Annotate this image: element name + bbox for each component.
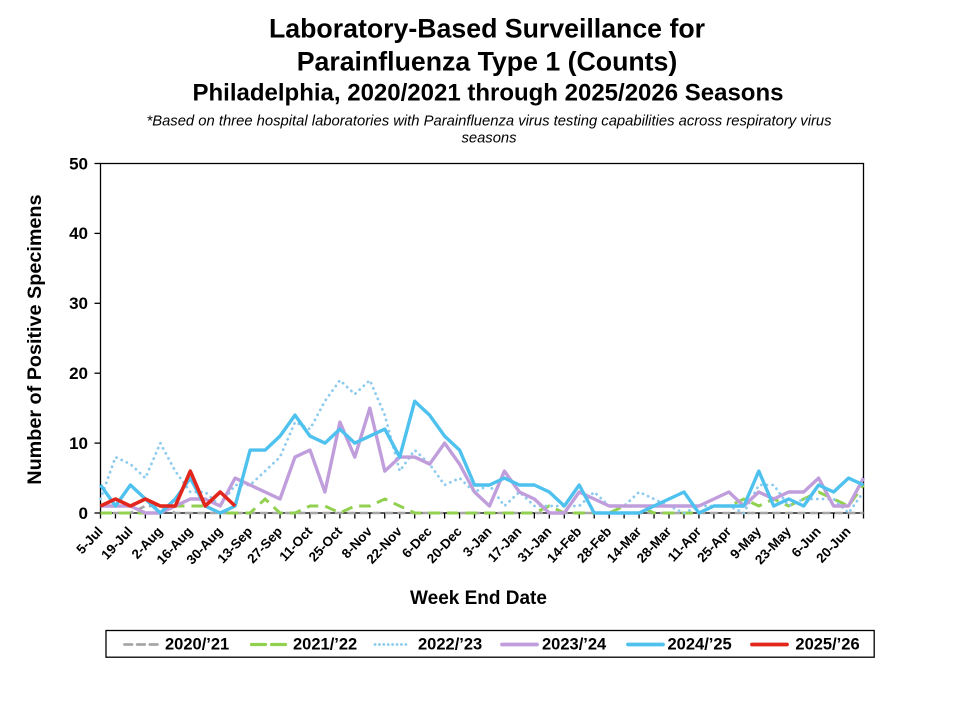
svg-text:Week End Date: Week End Date — [410, 588, 547, 609]
svg-text:Laboratory-Based Surveillance: Laboratory-Based Surveillance for — [269, 14, 705, 44]
svg-text:seasons: seasons — [461, 131, 517, 147]
svg-text:10: 10 — [69, 434, 88, 453]
svg-text:0: 0 — [79, 504, 88, 523]
svg-text:2023/’24: 2023/’24 — [542, 636, 607, 654]
svg-text:30: 30 — [69, 294, 88, 313]
svg-text:2022/’23: 2022/’23 — [418, 636, 482, 654]
svg-text:50: 50 — [69, 154, 88, 173]
svg-text:40: 40 — [69, 224, 88, 243]
svg-text:Parainfluenza Type 1 (Counts): Parainfluenza Type 1 (Counts) — [297, 47, 678, 77]
svg-text:2024/’25: 2024/’25 — [668, 636, 732, 654]
svg-text:20: 20 — [69, 364, 88, 383]
svg-text:2020/’21: 2020/’21 — [165, 636, 229, 654]
svg-text:*Based on three hospital labor: *Based on three hospital laboratories wi… — [146, 114, 832, 130]
svg-text:Philadelphia, 2020/2021 throug: Philadelphia, 2020/2021 through 2025/202… — [193, 80, 784, 107]
svg-text:2021/’22: 2021/’22 — [293, 636, 357, 654]
svg-text:2025/’26: 2025/’26 — [795, 636, 859, 654]
svg-text:Number of Positive Specimens: Number of Positive Specimens — [24, 194, 46, 484]
